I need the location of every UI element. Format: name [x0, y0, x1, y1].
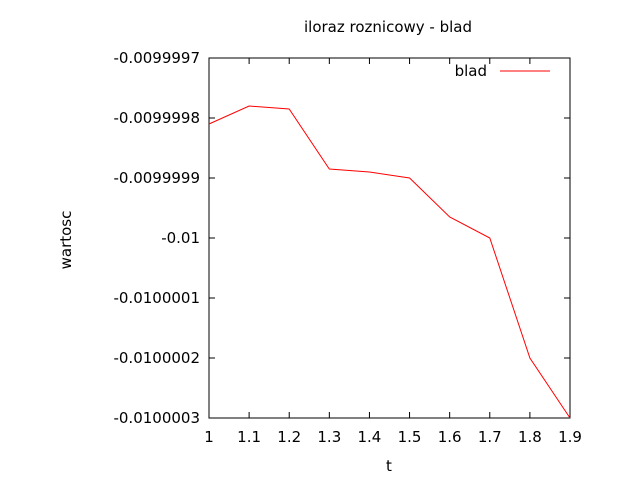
x-tick-label: 1.4: [358, 428, 382, 446]
y-tick-label: -0.0100002: [113, 349, 200, 367]
plot-frame: [208, 57, 571, 419]
y-tick-label: -0.0100003: [113, 409, 200, 427]
x-tick-label: 1.2: [277, 428, 301, 446]
x-axis-label: t: [386, 457, 392, 475]
x-tick-label: 1.3: [317, 428, 341, 446]
y-axis-label: wartosc: [57, 211, 75, 270]
x-tick-label: 1.8: [518, 428, 542, 446]
x-tick-label: 1.6: [438, 428, 462, 446]
x-tick-label: 1.1: [237, 428, 261, 446]
y-tick-label: -0.01: [161, 229, 200, 247]
legend-label: blad: [455, 62, 487, 80]
x-tick-label: 1.5: [398, 428, 422, 446]
y-tick-label: -0.0100001: [113, 289, 200, 307]
x-tick-label: 1.7: [478, 428, 502, 446]
y-tick-label: -0.0099997: [113, 49, 200, 67]
series-line-blad: [208, 105, 571, 419]
y-tick-label: -0.0099998: [113, 109, 200, 127]
y-tick-label: -0.0099999: [113, 169, 200, 187]
x-tick-label: 1: [204, 428, 214, 446]
chart-title: iloraz roznicowy - blad: [304, 18, 472, 36]
x-tick-label: 1.9: [558, 428, 582, 446]
